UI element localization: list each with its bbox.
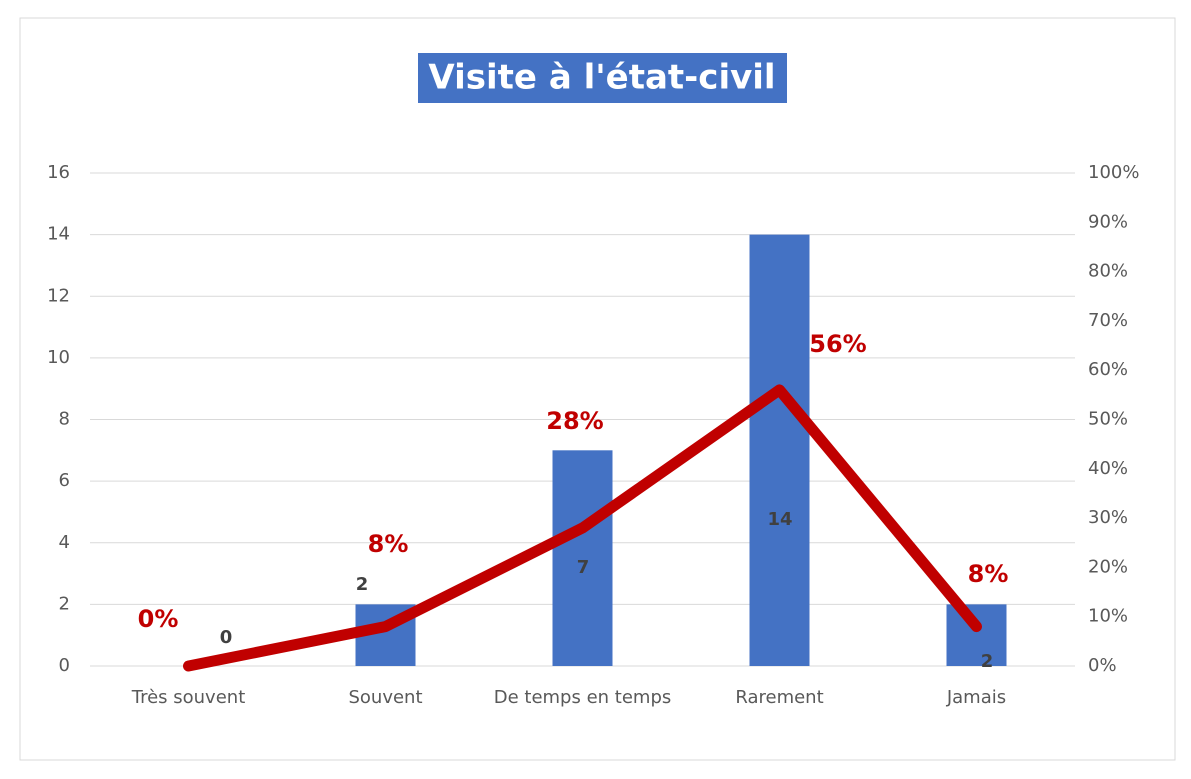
- y-tick-label: 0: [59, 655, 70, 676]
- bar-value-label: 7: [577, 557, 590, 578]
- y2-tick-label: 60%: [1088, 359, 1128, 380]
- x-tick-label: Jamais: [946, 687, 1006, 708]
- bar: [552, 450, 613, 666]
- y2-tick-label: 100%: [1088, 162, 1139, 183]
- line-value-label: 8%: [968, 560, 1009, 588]
- title-box: [418, 53, 787, 103]
- y2-tick-label: 80%: [1088, 261, 1128, 282]
- y2-tick-label: 40%: [1088, 458, 1128, 479]
- x-tick-label: De temps en temps: [494, 687, 672, 708]
- chart-title: Visite à l'état-civil: [428, 58, 775, 98]
- line-value-label: 56%: [809, 330, 866, 358]
- y-tick-label: 2: [59, 593, 70, 614]
- y2-tick-label: 70%: [1088, 310, 1128, 331]
- y2-tick-label: 20%: [1088, 556, 1128, 577]
- bar-value-label: 2: [981, 651, 994, 672]
- x-tick-label: Souvent: [348, 687, 422, 708]
- y-tick-label: 14: [47, 224, 70, 245]
- y-tick-label: 4: [59, 532, 70, 553]
- line-value-label: 0%: [138, 605, 179, 633]
- y2-tick-label: 30%: [1088, 507, 1128, 528]
- y-tick-label: 6: [59, 470, 70, 491]
- bar-value-label: 2: [356, 574, 369, 595]
- line-value-label: 28%: [546, 407, 603, 435]
- y2-tick-label: 0%: [1088, 655, 1117, 676]
- y-tick-label: 8: [59, 409, 70, 430]
- bar: [749, 234, 810, 666]
- y2-tick-label: 10%: [1088, 606, 1128, 627]
- bar: [946, 604, 1007, 666]
- y-tick-label: 10: [47, 347, 70, 368]
- y-tick-label: 12: [47, 285, 70, 306]
- y-tick-label: 16: [47, 162, 70, 183]
- line-value-label: 8%: [368, 530, 409, 558]
- line-series: [183, 384, 982, 672]
- y2-tick-label: 50%: [1088, 409, 1128, 430]
- x-tick-label: Très souvent: [131, 687, 246, 708]
- x-tick-label: Rarement: [735, 687, 823, 708]
- y2-tick-label: 90%: [1088, 211, 1128, 232]
- bar-value-label: 0: [220, 627, 233, 648]
- bar-value-label: 14: [767, 509, 792, 530]
